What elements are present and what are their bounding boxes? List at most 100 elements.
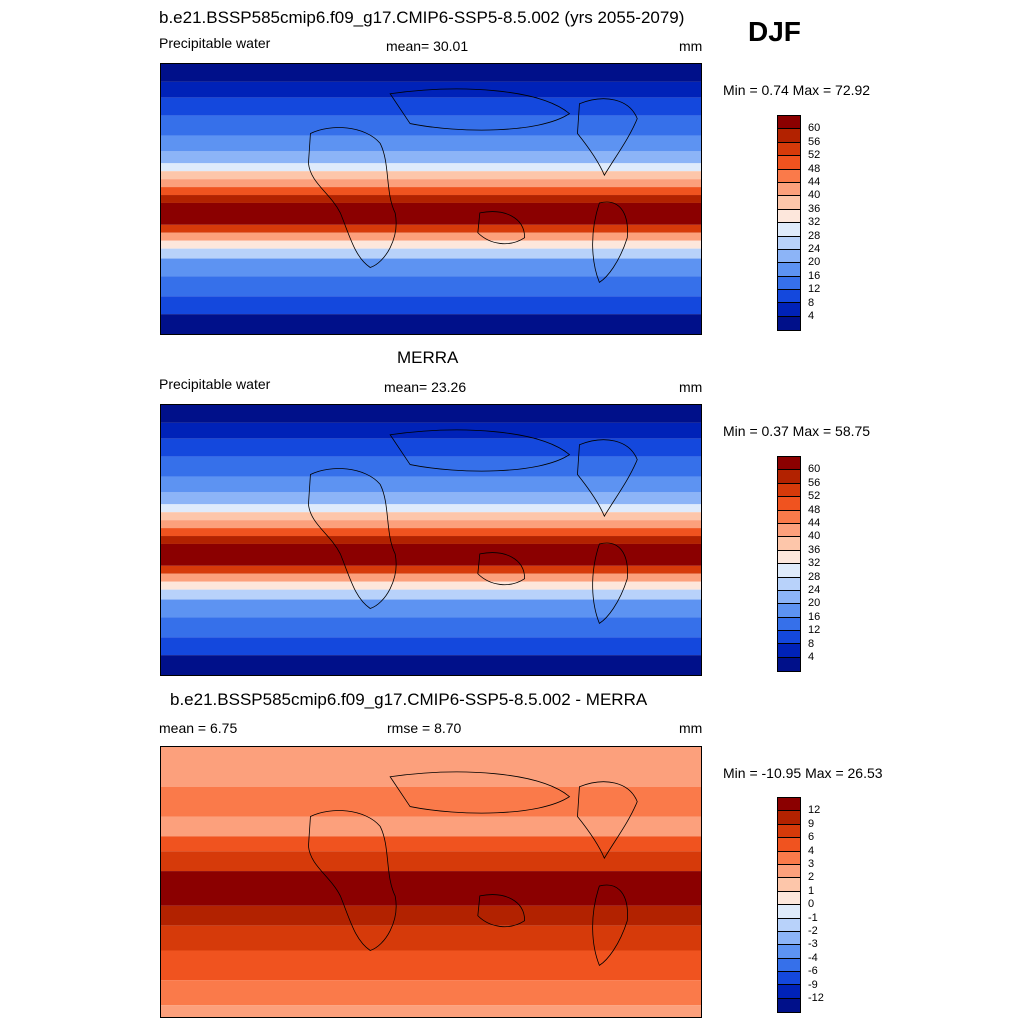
colorbar-tick-label: -3 — [808, 938, 818, 951]
field-band — [161, 950, 701, 981]
coastline — [477, 211, 526, 245]
field-band — [161, 224, 701, 233]
colorbar-box — [778, 290, 800, 304]
panel-2-map — [160, 404, 702, 676]
field-band — [161, 240, 701, 249]
coastline — [389, 771, 571, 814]
field-band — [161, 528, 701, 537]
field-band — [161, 836, 701, 852]
coastline — [389, 429, 571, 472]
field-band — [161, 179, 701, 188]
colorbar-box — [778, 864, 800, 879]
colorbar-tick-label: -4 — [808, 951, 818, 964]
colorbar-tick-label: 44 — [808, 517, 821, 529]
coastline — [389, 88, 571, 131]
colorbar-box — [778, 644, 800, 658]
colorbar-box — [778, 483, 800, 498]
panel-1-colorbar — [777, 115, 801, 332]
colorbar-tick-label: 8 — [808, 296, 815, 309]
colorbar-box — [778, 303, 800, 317]
field-band — [161, 195, 701, 203]
field-band — [161, 747, 701, 787]
field-band — [161, 816, 701, 837]
colorbar-box — [778, 470, 800, 484]
field-band — [161, 589, 701, 600]
colorbar-tick-label: 24 — [808, 243, 821, 255]
colorbar-tick-label: -2 — [808, 925, 818, 937]
colorbar-tick-label: 28 — [808, 570, 821, 583]
colorbar-box — [778, 824, 800, 839]
colorbar-tick-label: 28 — [808, 229, 821, 242]
field-band — [161, 925, 701, 951]
colorbar-tick-label: 52 — [808, 490, 821, 503]
field-band — [161, 187, 701, 196]
colorbar-box — [778, 798, 800, 812]
field-band — [161, 405, 701, 423]
colorbar-box — [778, 577, 800, 591]
colorbar-tick-label: 12 — [808, 804, 821, 817]
colorbar-box — [778, 905, 800, 919]
panel-2-title: MERRA — [397, 348, 459, 367]
field-band — [161, 151, 701, 164]
colorbar-box — [778, 156, 800, 170]
panel-3-units: mm — [679, 720, 703, 736]
field-band — [161, 573, 701, 582]
coastline — [308, 127, 397, 268]
colorbar-box — [778, 129, 800, 143]
colorbar-tick-label: 0 — [808, 898, 815, 911]
colorbar-box — [778, 590, 800, 605]
field-band — [161, 512, 701, 521]
colorbar-box — [778, 958, 800, 973]
panel-2-variable-label: Precipitable water — [159, 376, 271, 392]
field-band — [161, 980, 701, 1006]
colorbar-tick-label: 48 — [808, 503, 821, 516]
field-band — [161, 871, 701, 906]
colorbar-box — [778, 931, 800, 946]
field-band — [161, 314, 701, 334]
colorbar-box — [778, 169, 800, 183]
colorbar-box — [778, 196, 800, 210]
field-band — [161, 617, 701, 638]
colorbar-tick-label: 56 — [808, 476, 821, 489]
colorbar-tick-label: 48 — [808, 162, 821, 175]
colorbar-tick-label: 4 — [808, 651, 815, 663]
field-band — [161, 786, 701, 817]
colorbar-tick-label: 4 — [808, 310, 815, 322]
colorbar-box — [778, 209, 800, 224]
panel-1-title: b.e21.BSSP585cmip6.f09_g17.CMIP6-SSP5-8.… — [159, 8, 685, 27]
colorbar-box — [778, 838, 800, 852]
colorbar-box — [778, 523, 800, 538]
panel-1-minmax: Min = 0.74 Max = 72.92 — [723, 82, 871, 98]
field-band — [161, 1005, 701, 1017]
field-band — [161, 905, 701, 926]
colorbar-tick-label: -9 — [808, 978, 818, 991]
colorbar-box — [778, 617, 800, 632]
colorbar-box — [778, 918, 800, 932]
field-band — [161, 520, 701, 529]
colorbar-tick-label: 20 — [808, 597, 821, 610]
colorbar-tick-label: 36 — [808, 543, 821, 556]
colorbar-tick-label: 36 — [808, 202, 821, 215]
coastline — [592, 201, 628, 283]
field-band — [161, 64, 701, 82]
colorbar-tick-label: -12 — [808, 992, 824, 1004]
colorbar-box — [778, 263, 800, 277]
field-band — [161, 543, 701, 566]
colorbar-tick-label: 3 — [808, 858, 815, 870]
field-band — [161, 232, 701, 241]
colorbar-box — [778, 510, 800, 524]
coastline — [308, 810, 397, 951]
colorbar-tick-label: 4 — [808, 844, 815, 857]
coastline — [592, 542, 628, 624]
colorbar-box — [778, 972, 800, 986]
field-band — [161, 171, 701, 180]
colorbar-tick-label: 16 — [808, 610, 821, 623]
colorbar-box — [778, 851, 800, 865]
field-band — [161, 536, 701, 544]
colorbar-box — [778, 497, 800, 511]
panel-1-variable-label: Precipitable water — [159, 35, 271, 51]
panel-1-units: mm — [679, 38, 703, 54]
coastline — [577, 781, 638, 860]
panel-1-mean-label: mean= 30.01 — [386, 38, 469, 54]
panel-3-title: b.e21.BSSP585cmip6.f09_g17.CMIP6-SSP5-8.… — [170, 690, 648, 709]
